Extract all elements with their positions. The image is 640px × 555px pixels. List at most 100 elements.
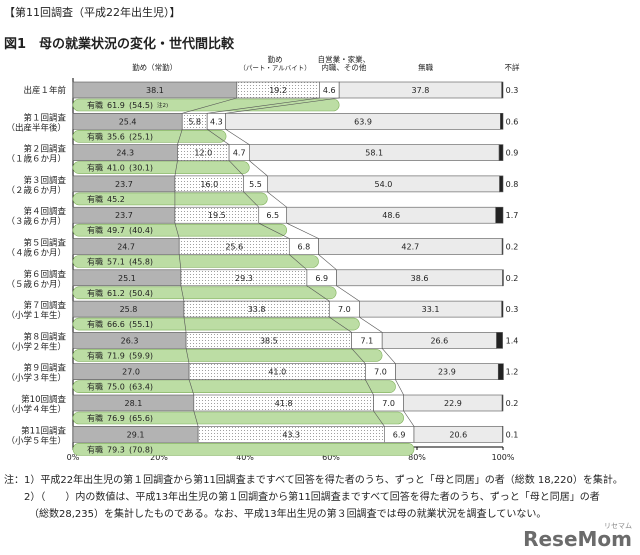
bar-segment — [501, 238, 504, 255]
bar-segment — [497, 363, 504, 381]
prev-gen-value: (65.6) — [129, 414, 153, 423]
connector-line — [193, 410, 199, 427]
column-header: 無職 — [418, 62, 433, 72]
segment-value: 6.8 — [298, 243, 311, 252]
segment-value: 25.4 — [119, 117, 137, 126]
bar-segment — [498, 144, 504, 161]
employed-label: 有職 — [87, 413, 103, 423]
prev-gen-value: (45.8) — [129, 258, 153, 267]
footnote-2: 2）（ ）内の数値は、平成13年出生児の第１回調査から第11回調査まですべて回答… — [4, 492, 600, 503]
connector-line — [228, 160, 244, 177]
column-header: 勤め — [268, 54, 283, 64]
connector-line — [174, 160, 178, 176]
connector-line — [178, 254, 182, 270]
segment-value: 23.7 — [115, 180, 133, 189]
segment-value: 0.6 — [506, 117, 519, 126]
segment-value: 29.1 — [127, 430, 145, 439]
employed-label: 有職 — [87, 288, 103, 298]
segment-value: 0.9 — [506, 149, 519, 158]
segment-value: 24.7 — [117, 243, 135, 252]
employed-label: 有職 — [87, 131, 103, 141]
prev-gen-value: (30.1) — [129, 164, 153, 173]
segment-value: 38.5 — [260, 336, 278, 345]
row-label: 第５回調査 — [23, 238, 66, 249]
row-label: 第10回調査 — [21, 394, 66, 405]
row-sublabel: （小学５年生） — [6, 435, 66, 446]
connector-line — [381, 348, 396, 364]
prev-gen-value: (54.5) — [129, 101, 153, 110]
row-label: 第１回調査 — [23, 112, 66, 123]
x-tick-label: 60% — [322, 453, 340, 462]
segment-value: 27.0 — [122, 368, 140, 377]
connector-line — [373, 410, 385, 427]
employed-value: 49.7 — [107, 226, 125, 235]
segment-value: 7.0 — [374, 368, 387, 377]
connector-line — [267, 191, 287, 208]
employed-value: 45.2 — [107, 195, 125, 204]
column-header: 勤め（常勤） — [132, 62, 177, 72]
connector-line — [243, 191, 259, 208]
employed-bar — [72, 130, 227, 143]
employed-label: 有職 — [87, 319, 103, 329]
employed-value: 79.3 — [107, 445, 125, 454]
connector-line — [306, 285, 330, 302]
footnote-3: （総数28,235）を集計したものである。なお、平成13年出生児の第３回調査では… — [4, 509, 547, 520]
row-sublabel: （出産半年後） — [6, 122, 66, 133]
employed-label: 有職 — [87, 350, 103, 360]
segment-value: 4.3 — [210, 117, 223, 126]
row-sublabel: （２歳６か月） — [6, 185, 66, 196]
segment-value: 28.1 — [125, 399, 143, 408]
footnotes: 注：1）平成22年出生児の第１回調査から第11回調査まですべて回答を得た者のうち… — [4, 472, 640, 523]
segment-value: 23.7 — [115, 211, 133, 220]
bar-segment — [501, 300, 504, 318]
employed-value: 61.9 — [107, 101, 125, 110]
connector-line — [185, 348, 190, 364]
employed-label: 有職 — [87, 100, 103, 110]
row-label: 第７回調査 — [23, 300, 66, 311]
bar-segment — [499, 175, 504, 193]
row-label: 出産１年前 — [23, 85, 66, 96]
connector-line — [225, 129, 250, 145]
connector-line — [174, 223, 180, 239]
employed-bar — [72, 98, 340, 112]
segment-value: 26.6 — [430, 336, 448, 345]
segment-value: 0.3 — [506, 86, 519, 95]
segment-value: 5.5 — [249, 180, 262, 189]
segment-value: 33.1 — [422, 305, 440, 314]
segment-value: 37.8 — [412, 86, 430, 95]
row-label: 第３回調査 — [23, 175, 66, 186]
prev-gen-value: (70.8) — [129, 445, 153, 454]
x-tick-label: 100% — [492, 453, 515, 462]
segment-value: 23.9 — [438, 368, 456, 377]
connector-line — [180, 285, 185, 302]
watermark-text: ReseMom — [523, 527, 632, 551]
row-label: 第８回調査 — [23, 331, 66, 342]
connector-line — [336, 285, 360, 302]
employed-label: 有職 — [87, 163, 103, 173]
employed-value: 61.2 — [107, 289, 125, 298]
segment-value: 19.2 — [269, 86, 287, 95]
connector-line — [395, 379, 404, 396]
row-sublabel: （小学２年生） — [6, 341, 66, 352]
segment-value: 19.5 — [208, 211, 226, 220]
connector-line — [318, 254, 337, 271]
segment-value: 5.8 — [188, 117, 201, 126]
employed-bar — [72, 286, 337, 300]
segment-value: 0.8 — [506, 180, 519, 189]
row-sublabel: （小学３年生） — [6, 373, 66, 384]
segment-value: 0.2 — [506, 274, 519, 283]
row-label: 第９回調査 — [23, 363, 66, 374]
column-header: （パート・アルバイト） — [239, 64, 310, 72]
segment-value: 41.8 — [275, 399, 293, 408]
segment-value: 20.6 — [449, 430, 467, 439]
segment-value: 38.1 — [146, 86, 164, 95]
row-label: 第４回調査 — [23, 206, 66, 217]
connector-line — [329, 316, 352, 333]
employed-bar — [72, 317, 360, 331]
segment-value: 6.9 — [315, 274, 328, 283]
employed-bar — [72, 380, 396, 394]
row-sublabel: （１歳６か月） — [6, 154, 66, 165]
connector-line — [188, 379, 195, 396]
row-label: 第２回調査 — [23, 144, 66, 155]
prev-gen-note: 注2) — [157, 101, 168, 109]
